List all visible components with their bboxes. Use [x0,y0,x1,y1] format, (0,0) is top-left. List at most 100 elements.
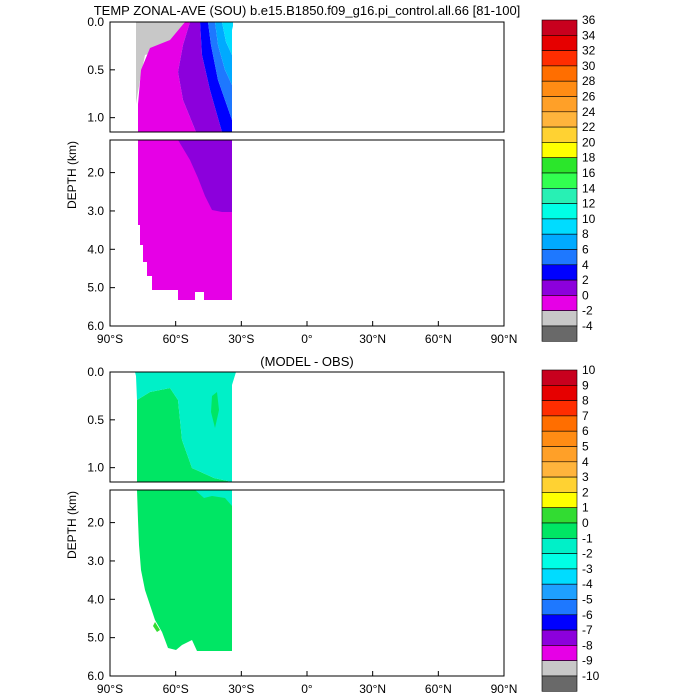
colorbar-label: -4 [582,577,593,591]
frame-upper [109,371,505,483]
x-tick-label: 0° [301,332,313,346]
y-tick-label: 2.0 [87,166,104,180]
colorbar-swatch [541,629,578,646]
colorbar-swatch [541,492,578,508]
region-0-1-deep [137,490,232,651]
colorbar-swatch [541,295,578,311]
region-4-6 [200,22,232,132]
colorbar-swatch [541,188,578,204]
colorbar-swatch [541,142,578,158]
colorbar-label: -2 [582,547,593,561]
region-6-8 [208,22,232,120]
region-2-4 [178,22,222,132]
colorbar-label: 2 [582,273,589,287]
region-0-2 [138,22,196,132]
colorbar-swatch [541,325,578,342]
region-0-1 [137,372,232,482]
chart-title: (MODEL - OBS) [260,354,353,369]
colorbar-swatch [541,430,578,447]
field-lower [137,490,232,651]
colorbar-swatch [541,537,578,554]
colorbar-swatch [541,599,578,616]
colorbar-swatch [541,369,578,386]
x-tick-label: 90°S [97,682,123,696]
region-0-1-patch [211,392,219,428]
colorbar-label: -5 [582,593,593,607]
colorbar-swatch [541,614,578,631]
frame-upper [109,21,505,133]
colorbar-swatch [541,126,578,143]
colorbar-label: -3 [582,562,593,576]
region-neg1-0-deep [195,490,232,506]
colorbar-label: 0 [582,288,589,302]
x-tick-label: 90°N [491,682,518,696]
x-tick-label: 30°N [359,332,386,346]
colorbar-label: 26 [582,90,596,104]
x-tick-label: 60°N [425,682,452,696]
colorbar-label: 7 [582,409,589,423]
colorbar-swatch [541,522,578,539]
y-tick-label: 0.0 [87,15,104,29]
colorbar-swatch [541,80,578,97]
colorbar-swatch [541,553,578,570]
colorbar-swatch [541,19,578,36]
y-tick-label: 4.0 [87,242,104,256]
colorbar-swatch [541,264,578,281]
x-tick-label: 90°S [97,332,123,346]
colorbar-swatch [541,583,578,600]
colorbar-swatch [541,476,578,493]
axes: 90°S 60°S 30°S 0° 30°N 60°N 90°N 0.0 0.5 1.0 2.0 3.… [87,365,517,696]
colorbar-label: 8 [582,394,589,408]
colorbar-swatch [541,172,578,189]
colorbar-label: 20 [582,135,596,149]
x-tick-label: 60°S [163,682,189,696]
colorbar-swatch [541,96,578,113]
colorbar-label: 10 [582,212,596,226]
colorbar-label: 6 [582,243,589,257]
colorbar-swatch [541,157,578,174]
y-axis-label: DEPTH (km) [65,491,79,559]
colorbar-swatch [541,461,578,478]
colorbar-label: 3 [582,470,589,484]
panel-model-minus-obs: (MODEL - OBS) DEPTH (km) 90°S 60°S 30°S 0° 3… [65,354,517,696]
colorbar-label: 28 [582,74,596,88]
colorbar-swatch [541,675,578,692]
colorbar-swatch [541,218,578,235]
colorbar-swatch [541,50,578,67]
colorbar-swatch [541,568,578,585]
colorbar-label: 16 [582,166,596,180]
colorbar-swatch [541,111,578,128]
colorbar-label: 32 [582,44,596,58]
x-tick-label: 0° [301,682,313,696]
y-tick-label: 1.0 [87,111,104,125]
colorbar-label: 1 [582,501,589,515]
y-tick-label: 4.0 [87,592,104,606]
region-neg1-0 [135,372,236,482]
x-tick-label: 60°S [163,332,189,346]
colorbar-swatch [541,249,578,266]
land-mask-north [233,22,504,132]
colorbar-label: 2 [582,485,589,499]
x-tick-label: 30°N [359,682,386,696]
y-tick-label: 2.0 [87,516,104,530]
colorbar-label: 5 [582,440,589,454]
y-axis-label: DEPTH (km) [65,141,79,209]
field-lower [138,140,232,300]
colorbar-label: 36 [582,13,596,27]
colorbar-label: 6 [582,424,589,438]
colorbar-swatch [541,279,578,296]
colorbar-label: 30 [582,59,596,73]
colorbar-swatch [541,415,578,432]
y-tick-label: 0.0 [87,365,104,379]
panel-temperature: TEMP ZONAL-AVE (SOU) b.e15.B1850.f09_g16… [65,3,520,346]
y-tick-label: 1.0 [87,461,104,475]
region-8-10 [215,22,232,85]
colorbar-swatch [541,660,578,677]
colorbar-swatch [541,507,578,524]
colorbar-label: -2 [582,304,593,318]
y-tick-label: 0.5 [87,63,104,77]
colorbar-label: 24 [582,105,596,119]
colorbar-label: 22 [582,120,596,134]
y-tick-label: 3.0 [87,554,104,568]
